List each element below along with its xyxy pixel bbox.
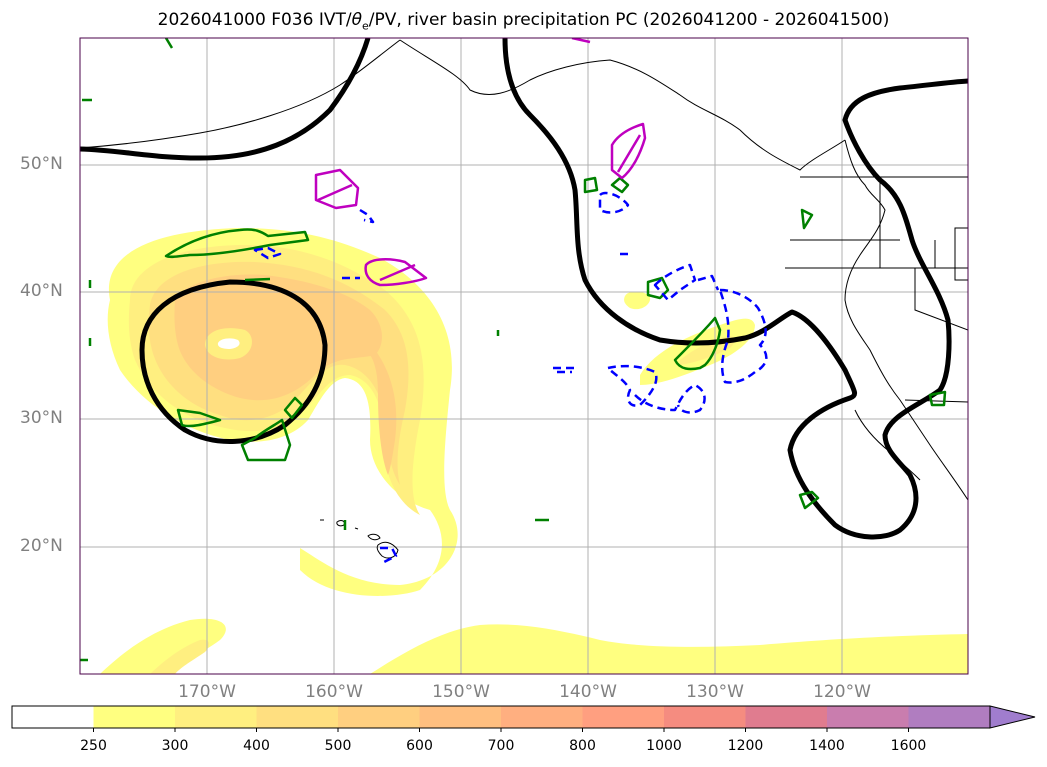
pv-contours xyxy=(80,38,968,540)
blue-contour-2 xyxy=(253,246,282,260)
map-frame xyxy=(79,37,969,675)
colorbar-segment xyxy=(908,706,991,728)
colorbar-segment xyxy=(419,706,502,728)
green-contour-10 xyxy=(800,208,814,230)
colorbar-segment xyxy=(582,706,665,728)
aleutian-coast xyxy=(80,39,401,149)
colorbar-label: 700 xyxy=(487,738,515,754)
magenta-contour-4 xyxy=(571,38,591,44)
green-contour-11 xyxy=(928,390,947,407)
colorbar-label: 1000 xyxy=(646,738,682,754)
ivt-southern-band xyxy=(370,624,968,674)
title-prefix: 2026041000 F036 IVT/ xyxy=(157,10,352,30)
alaska-coast xyxy=(399,39,846,171)
lon-label-160w: 160°W xyxy=(305,682,363,702)
lon-label-150w: 150°W xyxy=(432,682,490,702)
lat-label-20n: 20°N xyxy=(20,536,63,556)
green-contour-9 xyxy=(673,316,722,371)
state-border-east-1 xyxy=(954,227,968,281)
island-dot-2 xyxy=(354,527,359,530)
green-contour-1 xyxy=(164,228,310,259)
title-subscript: e xyxy=(362,19,369,33)
colorbar-label: 800 xyxy=(569,738,596,754)
hawaii-maui xyxy=(367,533,381,541)
map-title: 2026041000 F036 IVT/θe/PV, river basin p… xyxy=(0,10,1047,32)
pv-trough xyxy=(502,38,968,540)
colorbar xyxy=(11,705,1036,732)
colorbar-segment xyxy=(501,706,583,728)
colorbar-label: 1400 xyxy=(809,738,845,754)
green-contour-5 xyxy=(283,396,304,420)
green-contour-6 xyxy=(583,176,599,194)
title-theta: θ xyxy=(351,10,362,30)
title-suffix: /PV, river basin precipitation PC (20260… xyxy=(368,10,890,30)
colorbar-label: 1600 xyxy=(890,738,927,754)
ivt-core xyxy=(370,350,397,475)
blue-dashed-contours xyxy=(253,191,768,564)
lat-label-50n: 50°N xyxy=(20,154,63,174)
colorbar-segment-below xyxy=(12,706,94,728)
colorbar-segment xyxy=(827,706,909,728)
ivt-subtropical-band xyxy=(100,618,226,674)
colorbar-segment xyxy=(256,706,339,728)
ivt-cyclone-500 xyxy=(174,274,382,401)
colorbar-label: 600 xyxy=(406,738,433,754)
green-contour-3 xyxy=(176,408,222,428)
blue-contour-8 xyxy=(718,288,768,384)
green-contour-2 xyxy=(244,277,271,282)
blue-contour-4 xyxy=(598,191,630,214)
hawaii-big-island xyxy=(376,541,399,559)
pv-cutoff-low xyxy=(139,279,328,444)
ivt-eye-center xyxy=(217,338,240,349)
blue-contour-6 xyxy=(653,263,697,302)
mexico-border xyxy=(904,399,968,403)
magenta-contour-2 xyxy=(364,258,428,287)
colorbar-label: 500 xyxy=(324,738,352,754)
blue-contour-7 xyxy=(697,274,720,291)
pv-northern-contour xyxy=(80,38,371,161)
ivt-small-blob xyxy=(624,291,651,310)
magenta-contours xyxy=(314,38,647,287)
green-contour-7 xyxy=(610,176,630,194)
blue-contour-1 xyxy=(359,208,375,224)
green-contour-12 xyxy=(798,490,820,510)
magenta-contour-1 xyxy=(314,168,360,210)
blue-contour-9 xyxy=(606,364,658,407)
blue-contour-12 xyxy=(380,546,398,564)
magenta-contour-3 xyxy=(610,122,647,180)
colorbar-segment xyxy=(745,706,828,728)
lon-label-140w: 140°W xyxy=(559,682,617,702)
colorbar-segment xyxy=(664,706,746,728)
green-contours xyxy=(80,38,947,662)
graticule xyxy=(80,38,968,674)
bc-coast xyxy=(844,139,968,501)
ivt-subtropical-inner xyxy=(150,639,210,674)
colorbar-label: 300 xyxy=(161,738,189,754)
colorbar-segment xyxy=(338,706,420,728)
colorbar-label: 250 xyxy=(80,738,107,754)
lat-label-40n: 40°N xyxy=(20,281,63,301)
lat-label-30n: 30°N xyxy=(20,408,63,428)
ivt-shading xyxy=(100,228,968,674)
lon-label-120w: 120°W xyxy=(813,682,871,702)
map-layers xyxy=(80,38,968,674)
colorbar-label: 400 xyxy=(243,738,270,754)
lon-label-170w: 170°W xyxy=(178,682,236,702)
green-contour-4 xyxy=(240,418,292,462)
green-contour-20 xyxy=(164,38,174,49)
colorbar-segment xyxy=(93,706,176,728)
blue-contour-10 xyxy=(634,383,706,414)
colorbar-extend-arrow xyxy=(989,705,1036,729)
colorbar-segment xyxy=(175,706,257,728)
lon-label-130w: 130°W xyxy=(686,682,744,702)
colorbar-label: 1200 xyxy=(727,738,764,754)
